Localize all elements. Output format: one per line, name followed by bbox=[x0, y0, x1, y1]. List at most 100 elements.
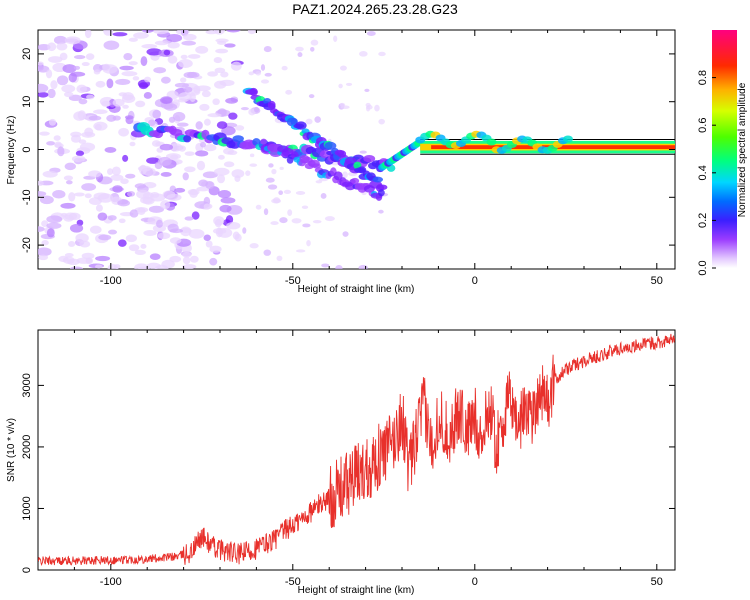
spectrogram-cell bbox=[207, 113, 222, 118]
spectrogram-cell bbox=[85, 257, 94, 265]
spectrogram-cell bbox=[38, 254, 49, 261]
spectrogram-cell bbox=[235, 125, 245, 131]
spectrogram-cell bbox=[278, 190, 284, 196]
spectrogram-cell bbox=[267, 184, 278, 190]
spectrogram-cell bbox=[189, 92, 196, 103]
spectrogram-cell bbox=[56, 42, 68, 51]
spectrogram-cell bbox=[234, 175, 241, 182]
spectrogram-cell bbox=[378, 118, 385, 125]
spectrogram-ytick-label: 0 bbox=[21, 146, 33, 152]
spectrogram-cell bbox=[78, 98, 88, 105]
spectrogram-cell bbox=[166, 33, 183, 43]
spectrogram-cell bbox=[302, 223, 311, 228]
spectrogram-cell bbox=[88, 170, 102, 178]
spectrogram-cell bbox=[81, 131, 96, 138]
spectrogram-cell bbox=[52, 190, 66, 199]
spectrogram-cell bbox=[358, 264, 368, 269]
spectrogram-cell bbox=[271, 168, 277, 175]
snr-ylabel: SNR (10 * v/v) bbox=[6, 418, 17, 482]
spectrogram-ylabel: Frequency (Hz) bbox=[6, 116, 17, 185]
spectrogram-cell bbox=[120, 178, 129, 185]
snr-ytick-label: 3000 bbox=[21, 373, 33, 397]
spectrogram-cell bbox=[255, 70, 262, 76]
spectrogram-cell bbox=[365, 105, 371, 112]
spectrogram-cell bbox=[63, 91, 74, 98]
spectrogram-cell bbox=[75, 233, 89, 243]
spectrogram-cell bbox=[287, 209, 293, 217]
spectrogram-cell bbox=[38, 91, 49, 98]
spectrogram-cell bbox=[268, 163, 274, 168]
spectrogram-cell bbox=[166, 193, 182, 201]
spectrogram-cell bbox=[117, 199, 130, 207]
colorbar-tick-label: 0.4 bbox=[697, 165, 709, 180]
spectrogram-cell bbox=[344, 157, 357, 166]
spectrogram-cell bbox=[121, 71, 138, 77]
spectrogram-cell bbox=[271, 198, 282, 204]
spectrogram-cell bbox=[267, 100, 276, 109]
spectrogram-cell bbox=[112, 185, 123, 193]
spectrogram-cell bbox=[345, 182, 356, 191]
spectrogram-cell bbox=[176, 122, 189, 127]
spectrogram-cell bbox=[125, 173, 136, 179]
spectrogram-cell bbox=[106, 78, 114, 89]
spectrogram-cell bbox=[183, 134, 192, 143]
spectrogram-cell bbox=[178, 59, 193, 68]
spectrogram-cell bbox=[138, 266, 151, 269]
spectrogram-cell bbox=[97, 212, 108, 221]
spectrogram-cell bbox=[198, 179, 209, 187]
spectrogram-cell bbox=[161, 76, 171, 84]
spectrogram-cell bbox=[107, 263, 118, 269]
spectrogram-cell bbox=[118, 127, 130, 137]
spectrogram-cell bbox=[181, 264, 197, 269]
spectrogram-cell bbox=[88, 115, 102, 121]
spectrogram-cell bbox=[203, 234, 211, 241]
colorbar-tick-label: 0.8 bbox=[697, 70, 709, 85]
spectrogram-cell bbox=[133, 32, 149, 39]
spectrogram-cell bbox=[214, 80, 227, 89]
spectrogram-cell bbox=[93, 69, 101, 75]
spectrogram-cell bbox=[172, 111, 186, 122]
spectrogram-cell bbox=[314, 116, 321, 123]
spectrogram-cell bbox=[359, 51, 368, 57]
spectrogram-cell bbox=[38, 65, 44, 71]
spectrogram-cell bbox=[333, 171, 343, 181]
spectrogram-cell bbox=[260, 79, 270, 84]
spectrogram-cell bbox=[140, 243, 147, 249]
spectrogram-cell bbox=[42, 170, 58, 178]
spectrogram-cell bbox=[69, 266, 83, 269]
spectrogram-ytick-label: 10 bbox=[21, 96, 33, 108]
spectrogram-cell bbox=[249, 163, 258, 167]
spectrogram-cell bbox=[85, 53, 95, 60]
spectrogram-cell bbox=[318, 177, 329, 182]
spectrogram-cell bbox=[189, 255, 199, 263]
spectrogram-cell bbox=[38, 226, 45, 232]
spectrogram-cell bbox=[276, 255, 283, 262]
spectrogram-cell bbox=[297, 52, 303, 58]
spectrogram-cell bbox=[203, 118, 211, 126]
spectrogram-cell bbox=[335, 264, 343, 269]
spectrogram-cell bbox=[324, 216, 335, 222]
spectrogram-cell bbox=[140, 56, 148, 67]
spectrogram-cell bbox=[177, 98, 188, 103]
spectrogram-cell bbox=[342, 171, 348, 179]
spectrogram-cell bbox=[160, 200, 171, 210]
spectrogram-cell bbox=[195, 150, 209, 157]
spectrogram-cell bbox=[143, 230, 157, 236]
spectrogram-cell bbox=[207, 71, 219, 77]
spectrogram-cell bbox=[138, 82, 149, 90]
spectrogram-cell bbox=[45, 69, 53, 79]
spectrogram-cell bbox=[153, 30, 169, 35]
spectrogram-cell bbox=[217, 174, 226, 184]
spectrogram-cell bbox=[265, 177, 275, 183]
spectrogram-cell bbox=[146, 48, 162, 56]
spectrogram-xlabel: Height of straight line (km) bbox=[298, 284, 415, 295]
spectrogram-cell bbox=[337, 150, 347, 158]
spectrogram-cell bbox=[123, 52, 133, 61]
spectrogram-cell bbox=[230, 61, 242, 71]
spectrogram-cell bbox=[159, 143, 174, 151]
colorbar-ticks: 0.0 0.2 0.4 0.6 0.8 bbox=[697, 70, 716, 276]
spectrogram-cell bbox=[94, 264, 103, 269]
spectrogram-cell bbox=[183, 86, 193, 93]
spectrogram-cell bbox=[342, 231, 349, 237]
